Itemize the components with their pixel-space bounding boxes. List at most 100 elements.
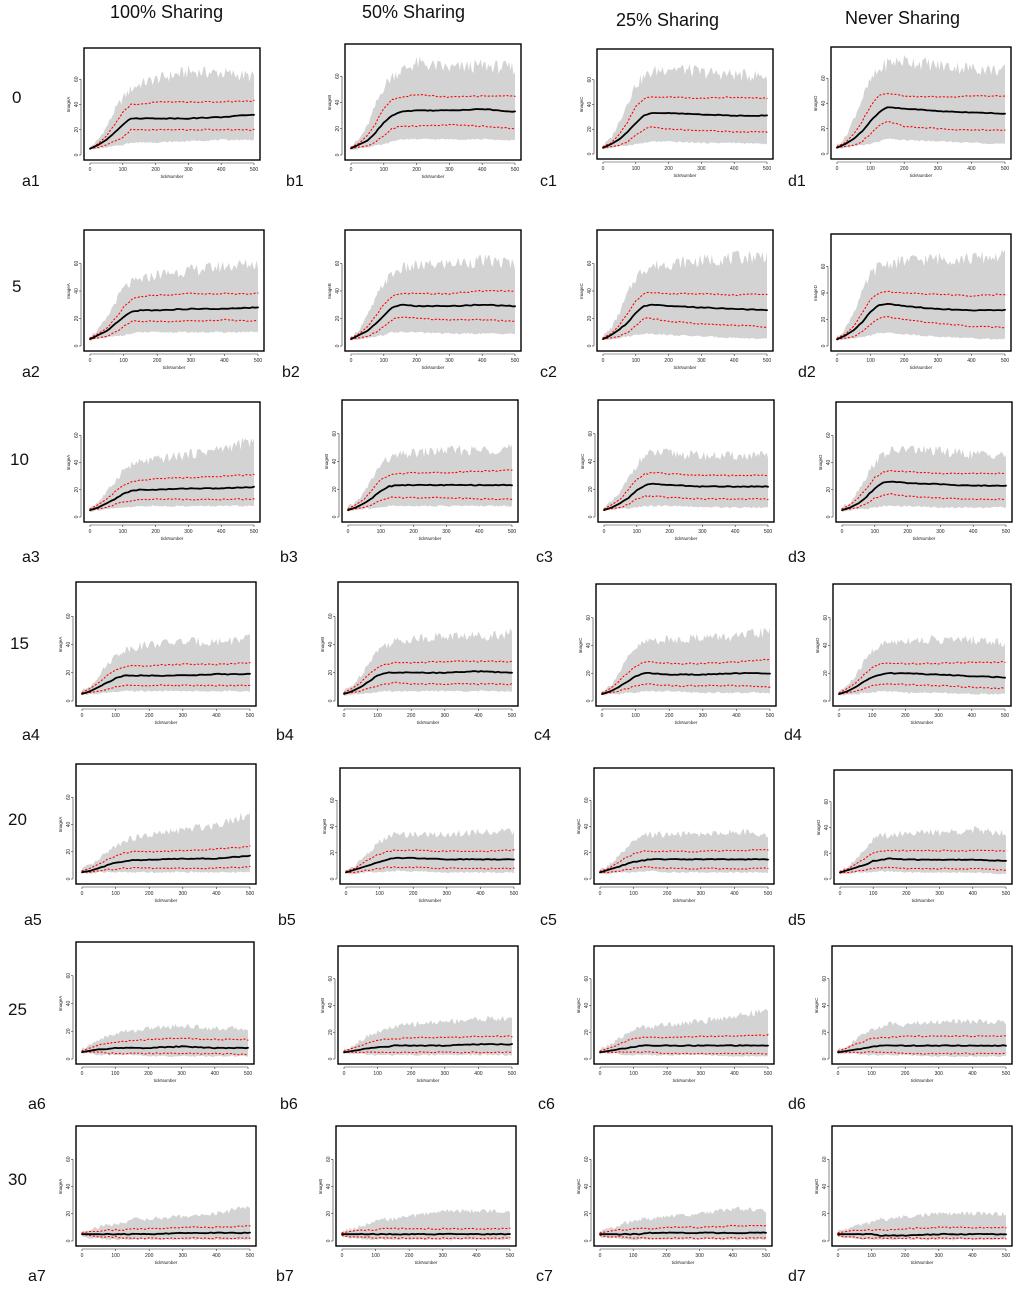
chart-d4: 0 100 200 300 400 500 tickNumber 0 20 40 60 ImageD — [815, 583, 1012, 725]
row-header-20: 20 — [8, 810, 27, 829]
column-header-never-sharing: Never Sharing — [845, 8, 961, 28]
upper-quantile-line — [599, 848, 769, 872]
x-axis-label: tickNumber — [911, 1078, 934, 1083]
panel-label-b5: b5 — [278, 912, 296, 929]
y-tick-label: 20 — [66, 670, 72, 676]
x-axis-label: tickNumber — [419, 898, 442, 903]
x-tick-label: 300 — [699, 713, 708, 719]
panel-label-c4: c4 — [534, 727, 551, 744]
plot-frame — [83, 229, 265, 352]
x-tick-label: 200 — [407, 1071, 416, 1077]
x-tick-label: 0 — [836, 358, 839, 364]
y-tick-label: 40 — [335, 288, 341, 294]
x-tick-label: 500 — [250, 167, 259, 173]
panel-label-c2: c2 — [540, 364, 557, 381]
lower-quantile-line — [81, 1051, 249, 1057]
x-tick-label: 0 — [601, 713, 604, 719]
x-axis-label: tickNumber — [674, 365, 697, 370]
y-tick-label: 60 — [66, 794, 72, 800]
mean-line — [841, 480, 1007, 512]
y-tick-label: 0 — [584, 1057, 590, 1060]
mean-line — [347, 483, 513, 511]
x-axis-label: tickNumber — [417, 1078, 440, 1083]
y-tick-label: 20 — [821, 126, 827, 132]
plot-frame — [595, 583, 777, 707]
x-tick-label: 100 — [867, 1253, 876, 1259]
x-tick-label: 500 — [1002, 1071, 1011, 1077]
y-tick-label: 60 — [821, 75, 827, 81]
mean-line — [836, 106, 1006, 149]
lower-quantile-line — [343, 681, 513, 695]
envelope-band — [839, 635, 1005, 696]
lower-quantile-line — [601, 683, 771, 695]
x-axis-label: tickNumber — [913, 536, 936, 541]
x-tick-label: 0 — [347, 529, 350, 535]
column-header-25-sharing: 25% Sharing — [616, 10, 720, 30]
x-tick-label: 400 — [730, 891, 739, 897]
y-tick-label: 60 — [66, 973, 72, 979]
y-tick-label: 0 — [587, 344, 593, 347]
x-tick-label: 500 — [762, 1253, 771, 1259]
x-tick-label: 300 — [443, 891, 452, 897]
y-tick-label: 0 — [821, 344, 827, 347]
x-tick-label: 400 — [474, 1071, 483, 1077]
y-axis-label: ImageB — [318, 1179, 323, 1195]
y-tick-label: 0 — [66, 877, 72, 880]
x-tick-label: 400 — [968, 1253, 977, 1259]
x-axis-label: tickNumber — [422, 365, 445, 370]
x-tick-label: 200 — [151, 529, 160, 535]
chart-b1: 0 100 200 300 400 500 tickNumber 0 20 40 60 ImageB — [327, 43, 522, 179]
x-tick-label: 100 — [111, 1071, 120, 1077]
x-tick-label: 0 — [602, 358, 605, 364]
y-tick-label: 40 — [335, 100, 341, 106]
y-tick-label: 20 — [66, 1211, 72, 1217]
x-tick-label: 200 — [903, 529, 912, 535]
x-tick-label: 100 — [869, 891, 878, 897]
y-tick-label: 40 — [328, 1003, 334, 1009]
y-axis-label: ImageC — [576, 1178, 581, 1195]
x-tick-label: 400 — [730, 1071, 739, 1077]
chart-c6: 0 100 200 300 400 500 tickNumber 0 20 40 60 ImageC — [576, 945, 775, 1083]
x-tick-label: 0 — [343, 713, 346, 719]
y-tick-label: 20 — [826, 487, 832, 493]
x-tick-label: 400 — [212, 891, 221, 897]
panel-label-a7: a7 — [28, 1268, 46, 1285]
y-tick-label: 60 — [328, 976, 334, 982]
y-tick-label: 60 — [587, 77, 593, 83]
mean-line — [81, 1231, 251, 1236]
upper-quantile-line — [599, 1034, 769, 1052]
y-tick-label: 20 — [584, 850, 590, 856]
mean-line — [89, 485, 255, 512]
y-tick-label: 60 — [588, 431, 594, 437]
upper-quantile-line — [89, 99, 255, 150]
column-header-100-sharing: 100% Sharing — [110, 2, 224, 22]
x-tick-label: 300 — [441, 713, 450, 719]
x-tick-label: 300 — [934, 713, 943, 719]
x-axis-label: tickNumber — [910, 365, 933, 370]
mean-line — [599, 858, 769, 874]
x-tick-label: 100 — [871, 529, 880, 535]
x-tick-label: 0 — [81, 891, 84, 897]
x-axis-label: tickNumber — [161, 536, 184, 541]
y-axis-label: ImageD — [815, 637, 820, 654]
y-tick-label: 0 — [826, 515, 832, 518]
y-axis-label: ImageD — [816, 819, 821, 836]
y-tick-label: 60 — [66, 613, 72, 619]
x-tick-label: 200 — [663, 891, 672, 897]
x-tick-label: 500 — [250, 529, 259, 535]
y-tick-label: 20 — [74, 487, 80, 493]
y-tick-label: 60 — [584, 976, 590, 982]
x-tick-label: 0 — [89, 529, 92, 535]
y-axis-label: ImageB — [327, 95, 332, 111]
x-tick-label: 200 — [412, 167, 421, 173]
y-tick-label: 20 — [328, 1029, 334, 1035]
x-tick-label: 300 — [439, 1253, 448, 1259]
y-axis-label: ImageB — [322, 819, 327, 835]
mean-line — [602, 111, 768, 149]
y-tick-label: 20 — [822, 1029, 828, 1035]
upper-quantile-line — [81, 662, 251, 694]
chart-d5: 0 100 200 300 400 500 tickNumber 0 20 40 60 ImageD — [816, 769, 1013, 903]
x-tick-label: 200 — [145, 891, 154, 897]
x-tick-label: 500 — [254, 358, 263, 364]
x-tick-label: 200 — [901, 1071, 910, 1077]
